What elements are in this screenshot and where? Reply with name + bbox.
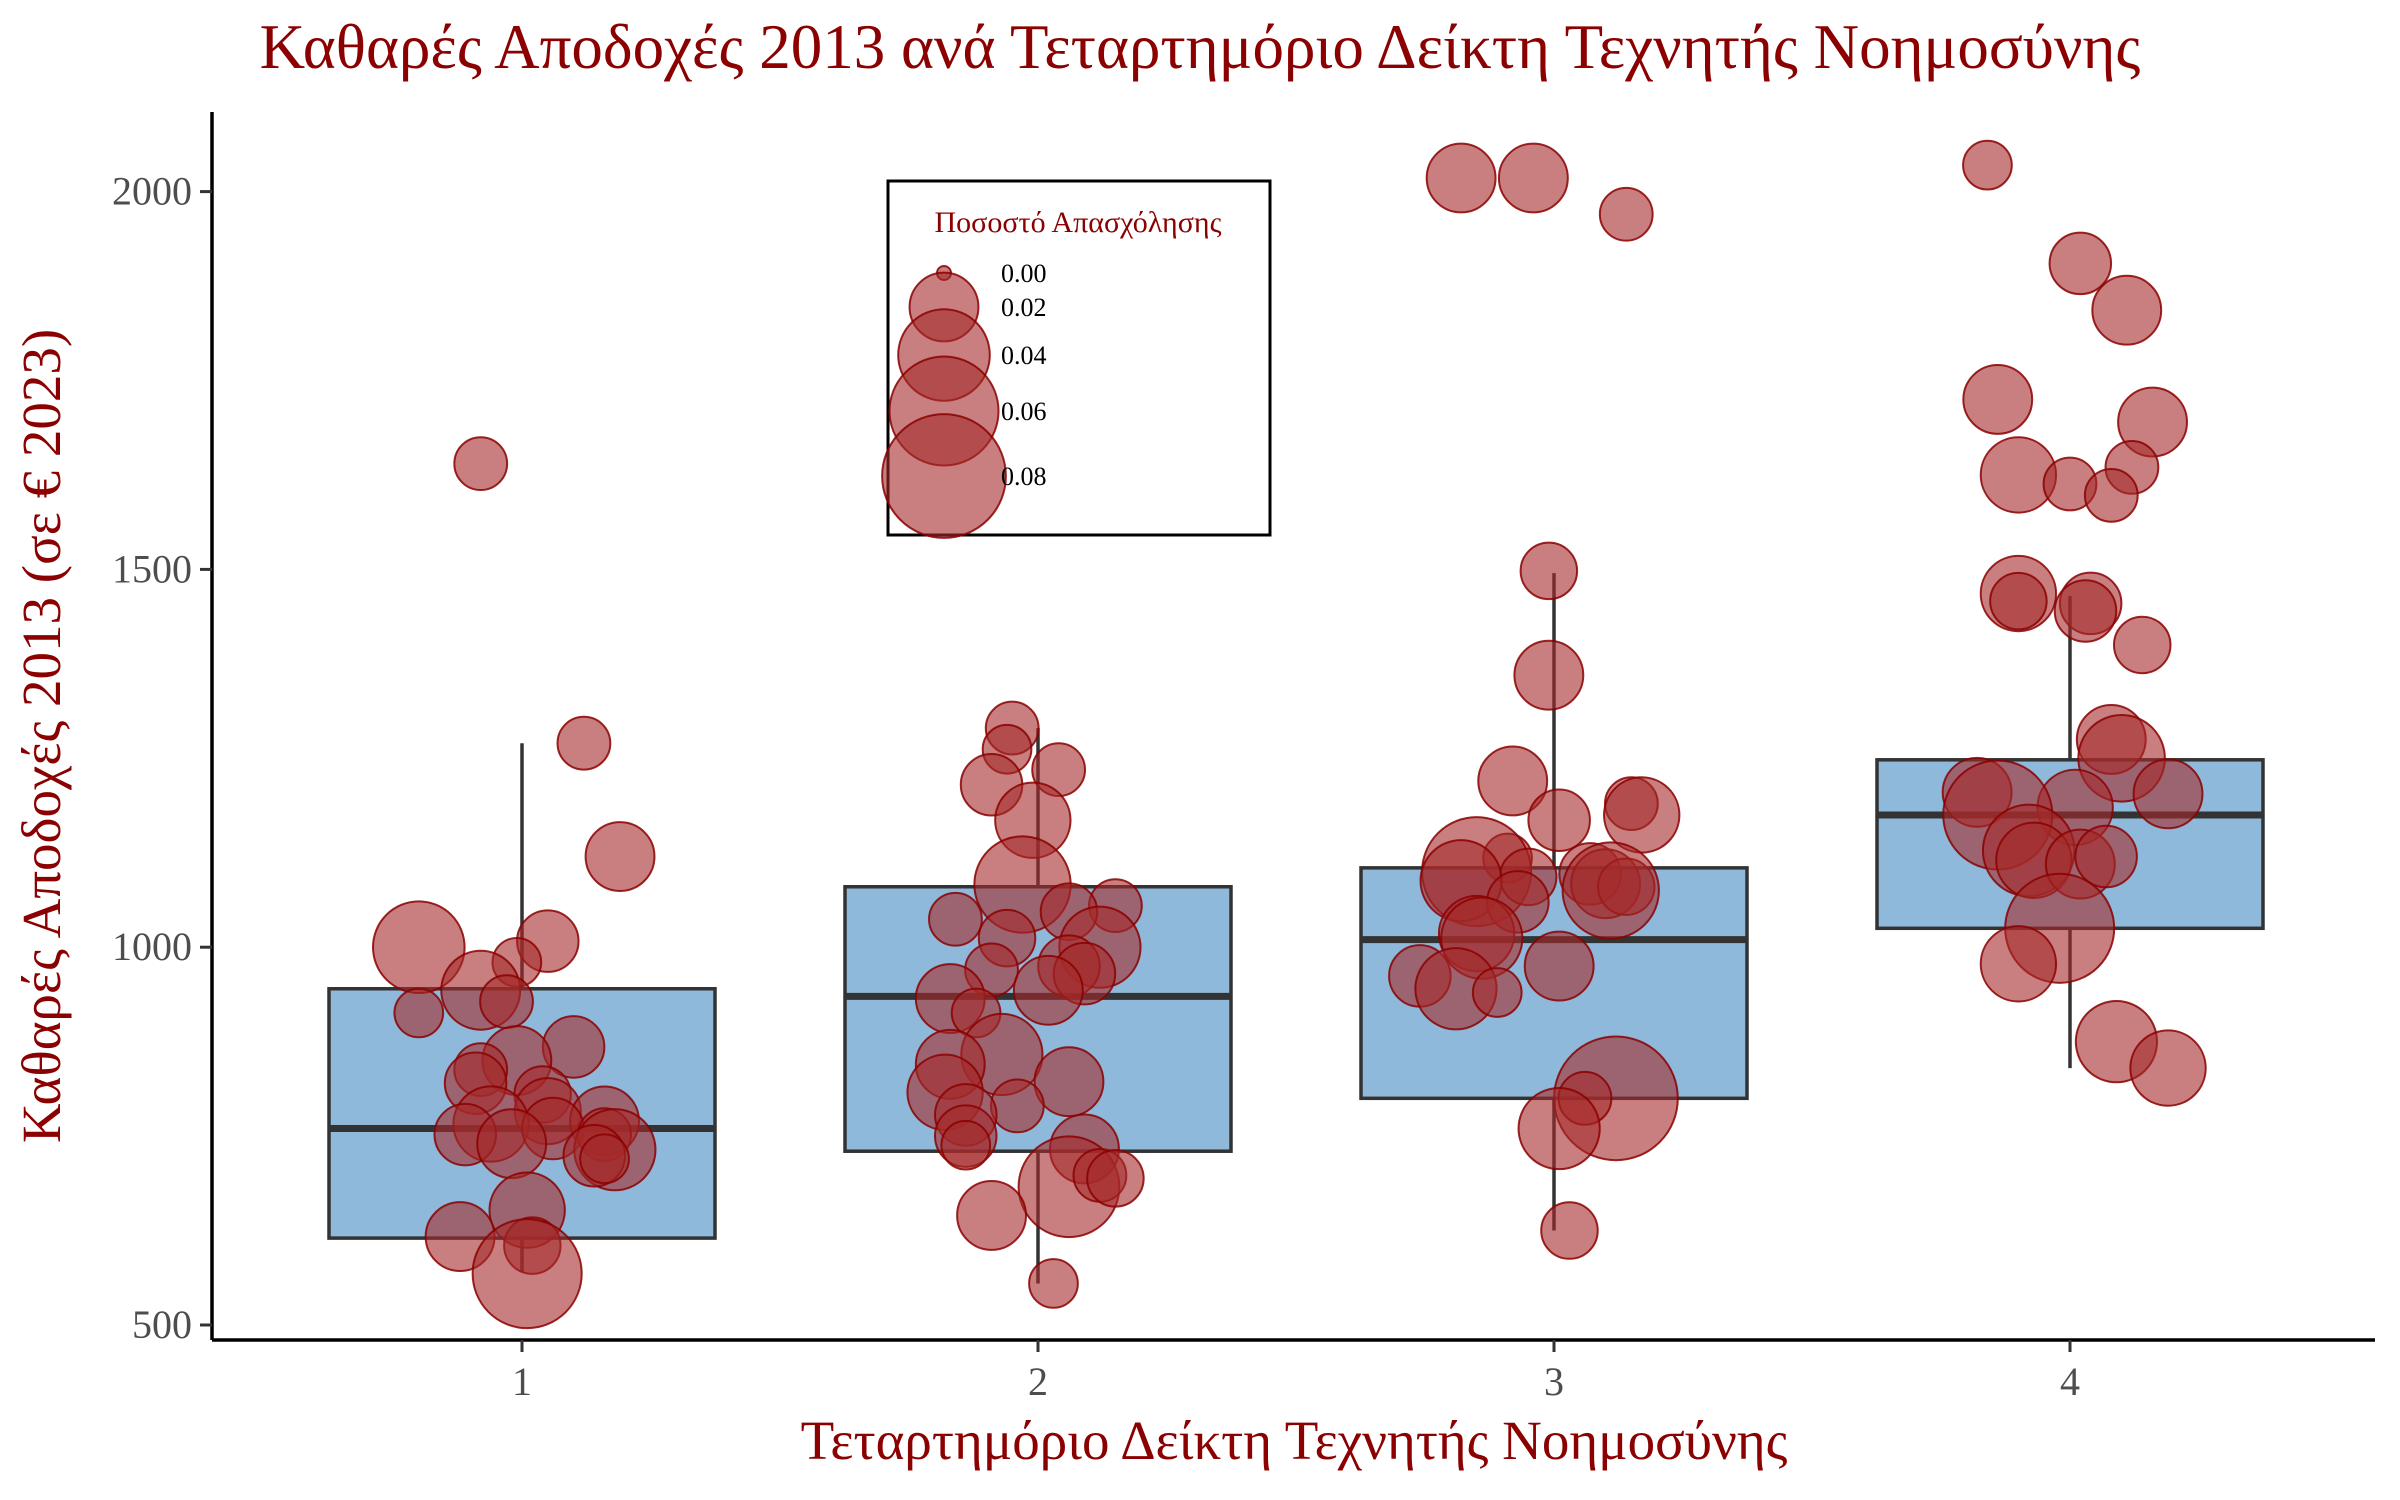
x-tick-label: 4	[2060, 1359, 2080, 1404]
data-point	[1086, 1149, 1145, 1208]
data-point	[1962, 139, 2013, 191]
data-point	[1513, 639, 1585, 711]
data-point	[2074, 824, 2138, 889]
data-point	[940, 1119, 992, 1171]
legend-entries: 0.00 0.02 0.04 0.06 0.08	[881, 259, 1047, 539]
data-point	[579, 1133, 630, 1185]
data-point	[393, 987, 445, 1039]
data-point	[1497, 142, 1569, 214]
data-point	[956, 1180, 1027, 1251]
data-point	[1028, 1258, 1079, 1309]
y-tick-label: 2000	[112, 169, 192, 214]
data-point	[2053, 579, 2118, 643]
x-tick-label: 1	[512, 1359, 532, 1404]
x-tick-label: 2	[1028, 1359, 1048, 1404]
data-point	[2112, 615, 2172, 675]
data-point	[1603, 776, 1681, 854]
legend-label: 0.04	[1001, 341, 1047, 370]
data-point	[2129, 1029, 2207, 1107]
data-point	[476, 1108, 548, 1180]
y-tick-label: 500	[132, 1302, 192, 1347]
data-point	[1561, 841, 1660, 940]
chart-title: Καθαρές Αποδοχές 2013 ανά Τεταρτημόριο Δ…	[260, 12, 2141, 82]
data-point	[1012, 954, 1084, 1026]
legend-title: Ποσοστό Απασχόλησης	[935, 206, 1222, 239]
data-point	[2132, 758, 2204, 830]
data-point	[1477, 745, 1549, 817]
data-point	[479, 974, 534, 1030]
data-point	[1989, 571, 2048, 631]
data-point	[1540, 1201, 1599, 1260]
data-point	[1979, 925, 2058, 1003]
data-point	[989, 1078, 1045, 1134]
data-point	[584, 821, 656, 892]
legend-label: 0.02	[1001, 293, 1047, 322]
data-point	[556, 715, 612, 771]
axes-layer: 500 1000 1500 2000 1 2 3 4	[112, 112, 2375, 1404]
data-point	[1425, 142, 1497, 214]
data-point	[1523, 930, 1595, 1002]
legend-entry: 0.08	[881, 413, 1047, 539]
legend-label: 0.06	[1001, 397, 1047, 426]
data-point	[1517, 1086, 1601, 1171]
data-point	[1033, 1046, 1105, 1118]
y-tick-label: 1000	[112, 924, 192, 969]
data-point	[1519, 541, 1579, 601]
data-point	[1471, 967, 1523, 1018]
y-tick-label: 1500	[112, 546, 192, 591]
data-point	[453, 436, 509, 492]
data-point	[471, 1218, 583, 1330]
legend-size-marker	[881, 413, 1007, 539]
legend-label: 0.08	[1001, 462, 1047, 491]
data-point	[2083, 467, 2139, 523]
data-point	[1962, 363, 2034, 435]
data-point	[1598, 186, 1654, 242]
data-point	[1527, 788, 1591, 853]
y-axis-title: Καθαρές Αποδοχές 2013 (σε € 2023)	[11, 329, 72, 1143]
size-legend: Ποσοστό Απασχόλησης 0.00 0.02 0.04 0.06 0.08	[881, 179, 1272, 539]
x-axis-title: Τεταρτημόριο Δείκτη Τεχνητής Νοημοσύνης	[801, 1410, 1788, 1471]
x-tick-label: 3	[1544, 1359, 1564, 1404]
legend-label: 0.00	[1001, 259, 1047, 288]
data-point	[928, 891, 983, 947]
data-point	[2091, 274, 2163, 346]
data-point	[2048, 231, 2113, 296]
point-layer	[372, 139, 2207, 1330]
